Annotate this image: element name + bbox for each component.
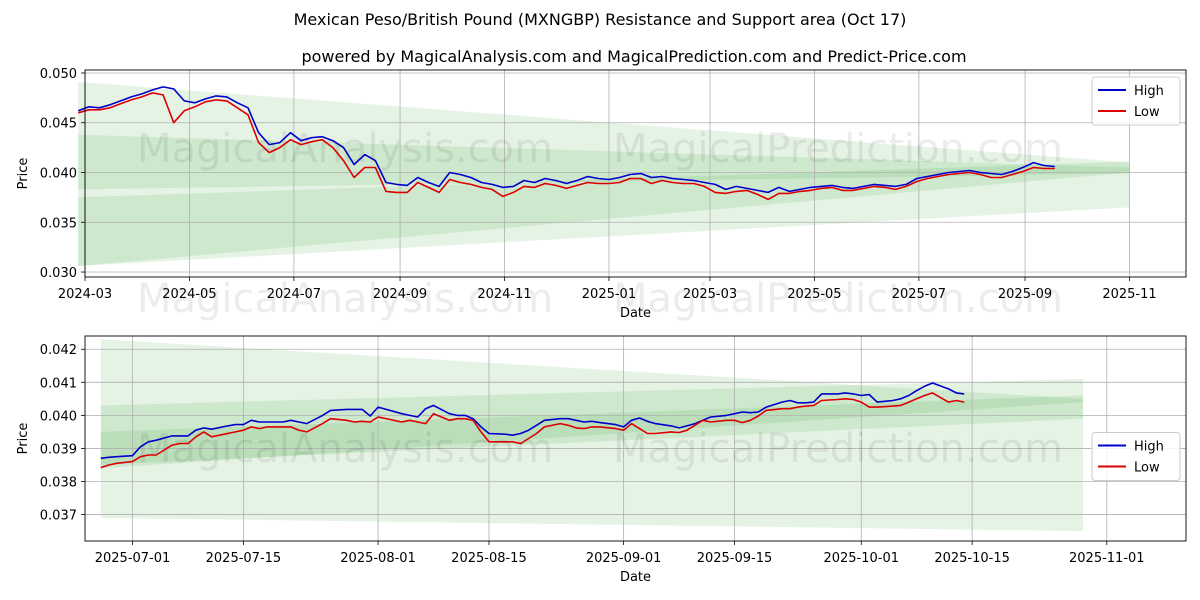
band-3	[100, 395, 1084, 469]
series-line-low	[100, 392, 965, 469]
y-tick-label: 0.037	[40, 509, 77, 524]
watermark-prediction-3: MagicalPrediction.com	[613, 426, 1063, 472]
x-tick-label: 2025-09-15	[697, 551, 773, 566]
top-panel: MagicalAnalysis.com MagicalPrediction.co…	[16, 67, 1187, 322]
y-tick-label: 0.035	[40, 216, 77, 231]
bottom-panel: MagicalAnalysis.com MagicalPrediction.co…	[16, 335, 1187, 585]
x-tick-label: 2024-03	[58, 287, 112, 302]
x-tick-label: 2025-07-01	[95, 551, 171, 566]
x-tick-label: 2025-11-01	[1069, 551, 1145, 566]
y-tick-label: 0.039	[40, 442, 77, 457]
x-tick-label: 2024-11	[477, 287, 531, 302]
y-tick-label: 0.045	[40, 117, 77, 132]
y-tick-label: 0.041	[40, 376, 77, 391]
y-tick-label: 0.040	[40, 409, 77, 424]
plot-frame	[84, 335, 1187, 542]
x-tick-label: 2024-05	[162, 287, 216, 302]
y-tick-label: 0.042	[40, 343, 77, 358]
chart-title: Mexican Peso/British Pound (MXNGBP) Resi…	[294, 10, 907, 29]
watermark-prediction: MagicalPrediction.com	[613, 126, 1063, 172]
band-2	[78, 134, 1130, 267]
x-tick-label: 2025-07	[892, 287, 946, 302]
x-tick-label: 2025-03	[683, 287, 737, 302]
y-tick-label: 0.030	[40, 266, 77, 281]
x-tick-label: 2025-05	[787, 287, 841, 302]
x-tick-label: 2025-09-01	[586, 551, 662, 566]
y-tick-label: 0.040	[40, 167, 77, 182]
watermark-analysis-2: MagicalAnalysis.com	[137, 276, 553, 322]
series-line-high	[100, 382, 965, 460]
x-tick-label: 2024-07	[267, 287, 321, 302]
x-tick-label: 2025-07-15	[206, 551, 282, 566]
x-tick-label: 2025-08-01	[340, 551, 416, 566]
x-tick-label: 2025-10-01	[823, 551, 899, 566]
y-axis-label: Price	[16, 423, 31, 455]
y-tick-label: 0.050	[40, 67, 77, 82]
legend-label-high: High	[1134, 440, 1164, 455]
watermark-prediction-2: MagicalPrediction.com	[613, 276, 1063, 322]
x-tick-label: 2025-08-15	[451, 551, 527, 566]
x-axis-label: Date	[620, 306, 651, 321]
legend-label-high: High	[1134, 84, 1164, 99]
band-1	[100, 339, 1084, 532]
x-tick-label: 2025-11	[1102, 287, 1156, 302]
legend-label-low: Low	[1134, 105, 1160, 120]
chart-subtitle: powered by MagicalAnalysis.com and Magic…	[301, 47, 966, 66]
plot-frame	[84, 69, 1187, 278]
x-tick-label: 2025-09	[998, 287, 1052, 302]
x-tick-label: 2024-09	[373, 287, 427, 302]
x-axis-label: Date	[620, 570, 651, 585]
y-axis-label: Price	[16, 158, 31, 190]
legend-label-low: Low	[1134, 461, 1160, 476]
x-tick-label: 2025-10-15	[934, 551, 1010, 566]
series-line-low	[77, 92, 1055, 201]
y-tick-label: 0.038	[40, 475, 77, 490]
series-line-high	[77, 86, 1055, 194]
band-1	[78, 81, 1130, 190]
x-tick-label: 2025-01	[582, 287, 636, 302]
